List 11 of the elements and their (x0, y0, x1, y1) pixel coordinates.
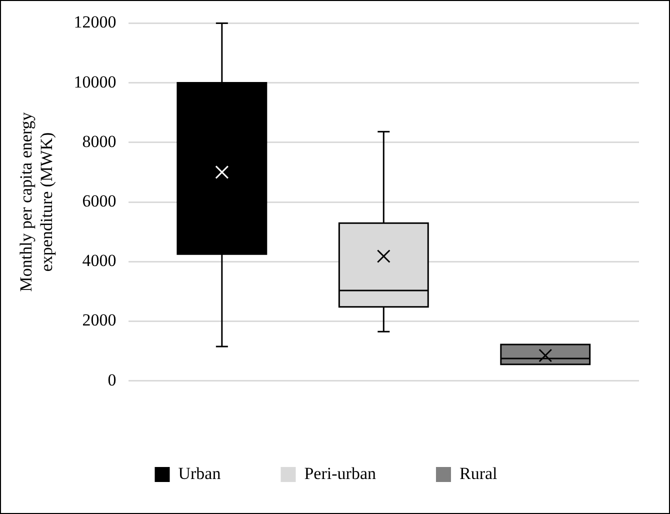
y-tick-label: 8000 (82, 132, 116, 151)
y-tick-label: 2000 (82, 310, 116, 330)
legend-label: Rural (459, 464, 498, 483)
y-tick-label: 10000 (74, 72, 116, 92)
y-axis-title: Monthly per capita energy expenditure (MWK) (16, 112, 56, 292)
y-tick-label: 6000 (82, 191, 116, 210)
y-tick-label: 0 (108, 370, 116, 390)
legend-label: Urban (178, 464, 222, 483)
y-tick-label: 4000 (82, 251, 116, 270)
legend-label: Peri-urban (304, 464, 376, 483)
y-tick-label: 12000 (74, 12, 116, 32)
